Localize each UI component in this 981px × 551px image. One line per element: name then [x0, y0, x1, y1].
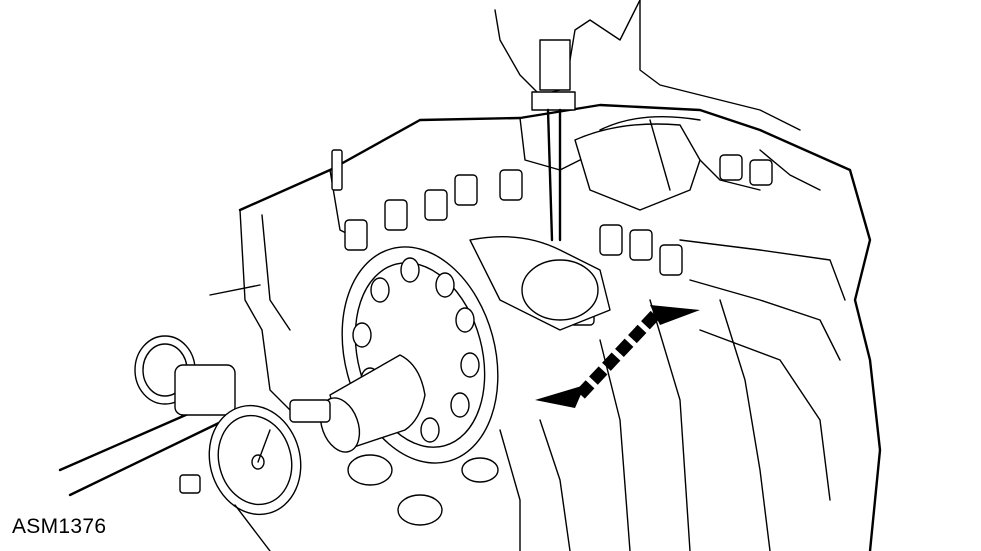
- dial-gauge-icon: [134, 335, 331, 551]
- figure-id-label: ASM1376: [12, 515, 107, 538]
- camshaft: [469, 115, 701, 331]
- double-headed-arrow-icon: [535, 305, 700, 408]
- lower-bosses: [209, 284, 499, 526]
- hand-screwdriver: [494, 0, 801, 242]
